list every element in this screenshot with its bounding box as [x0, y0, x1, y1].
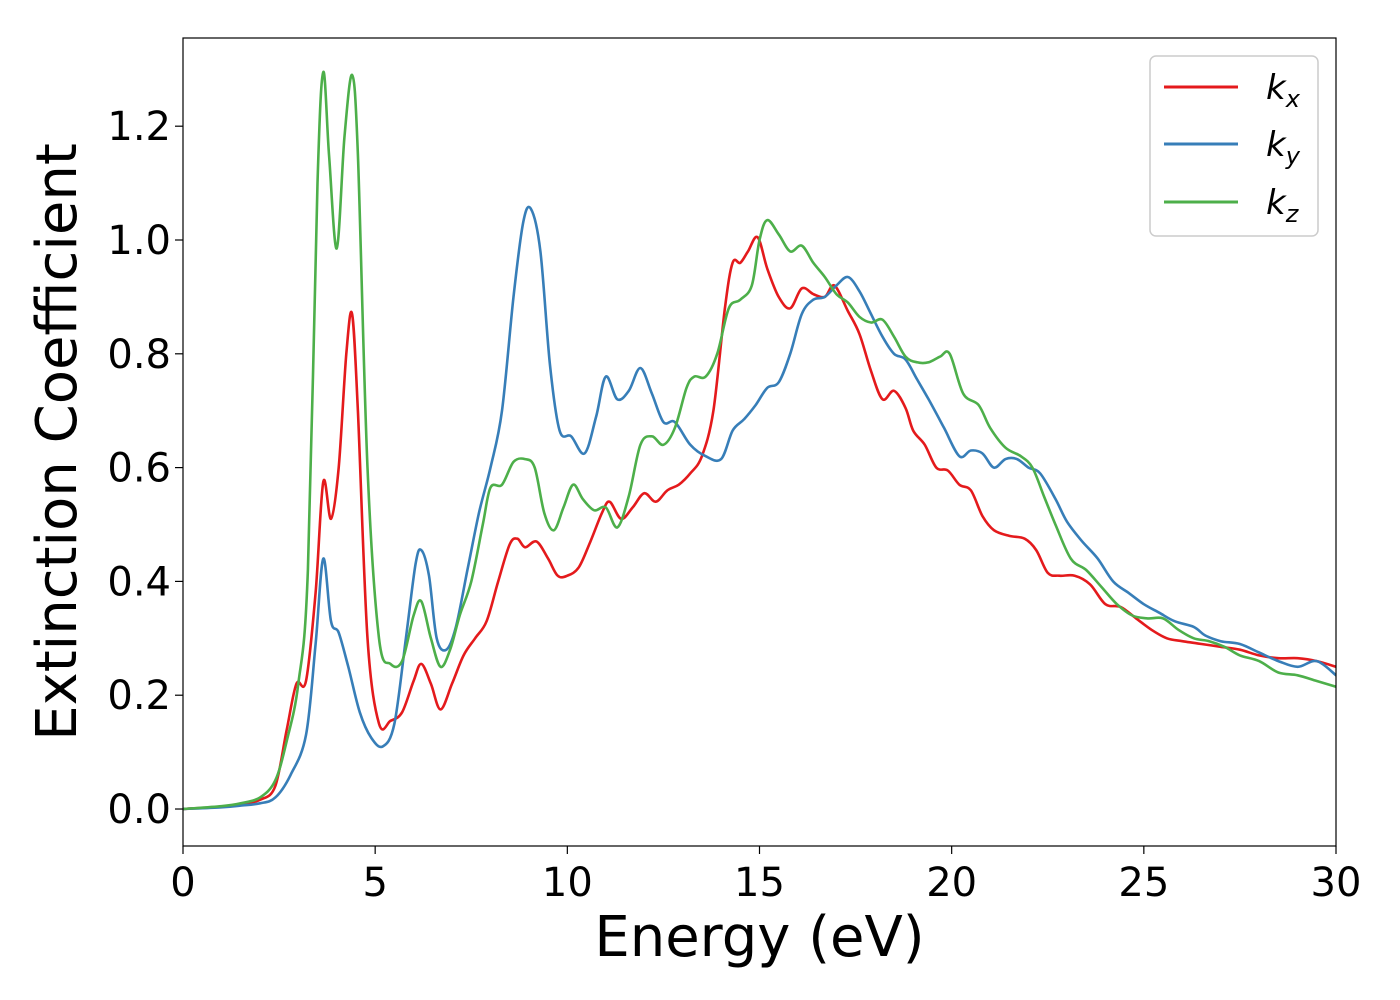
- legend-label-x: kx: [1266, 68, 1301, 113]
- series-line-x: [183, 235, 1336, 811]
- x-tick-label: 0: [170, 860, 195, 906]
- legend-label-base: k: [1266, 125, 1287, 165]
- y-tick-label: 1.0: [107, 218, 171, 264]
- legend-label-base: k: [1266, 68, 1287, 108]
- legend-label-subscript: y: [1285, 142, 1301, 170]
- series-line-y: [183, 205, 1336, 811]
- y-axis: 0.0 0.2 0.4 0.6 0.8 1.0 1.2: [107, 104, 183, 833]
- series-layer: [183, 70, 1336, 811]
- y-tick-label: 0.6: [107, 446, 171, 492]
- legend-label-subscript: z: [1285, 200, 1300, 228]
- x-axis: 0 5 10 15 20 25 30: [170, 846, 1361, 906]
- y-tick-label: 1.2: [107, 104, 171, 150]
- x-tick-label: 5: [362, 860, 387, 906]
- series-line-z: [183, 70, 1336, 811]
- legend-label-z: kz: [1266, 183, 1300, 228]
- y-tick-label: 0.2: [107, 673, 171, 719]
- x-tick-label: 25: [1118, 860, 1169, 906]
- legend-box: [1149, 55, 1319, 237]
- x-tick-label: 10: [542, 860, 593, 906]
- x-tick-label: 15: [734, 860, 785, 906]
- legend-label-base: k: [1266, 183, 1287, 223]
- y-tick-label: 0.4: [107, 559, 171, 605]
- x-tick-label: 30: [1311, 860, 1362, 906]
- y-tick-label: 0.8: [107, 332, 171, 378]
- y-tick-label: 0.0: [107, 787, 171, 833]
- x-tick-label: 20: [926, 860, 977, 906]
- legend-label-subscript: x: [1285, 85, 1301, 113]
- y-axis-title: Extinction Coefficient: [25, 143, 90, 741]
- x-axis-title: Energy (eV): [594, 905, 924, 970]
- legend-label-y: ky: [1266, 125, 1301, 170]
